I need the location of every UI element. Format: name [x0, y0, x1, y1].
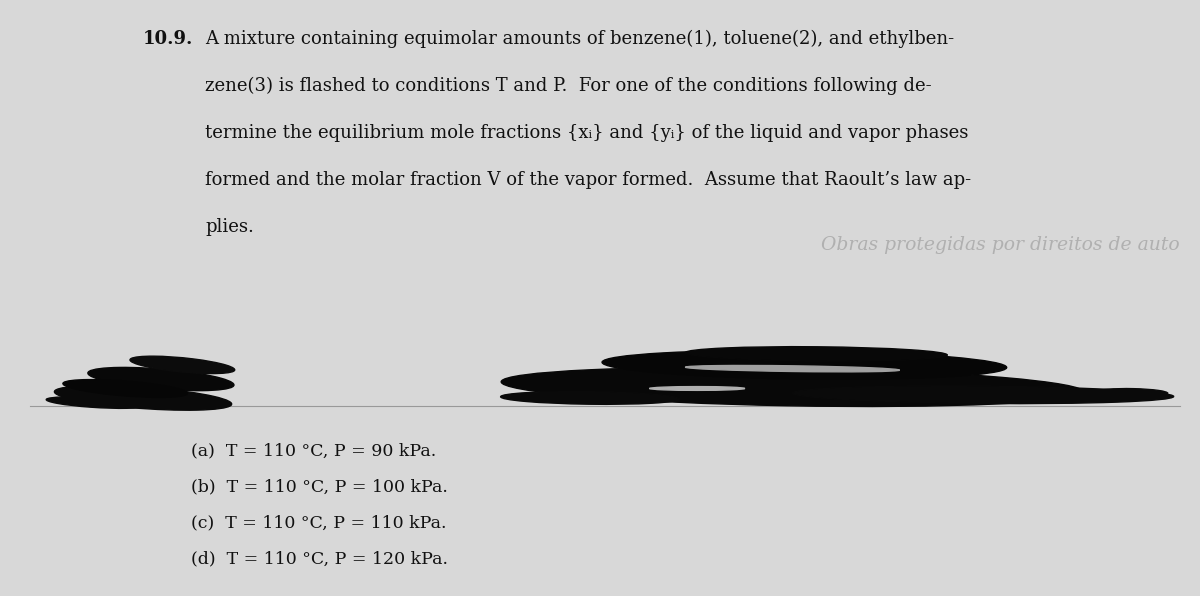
Text: (d)  T = 110 °C, P = 120 kPa.: (d) T = 110 °C, P = 120 kPa. — [191, 551, 448, 567]
Text: termine the equilibrium mole fractions {xᵢ} and {yᵢ} of the liquid and vapor pha: termine the equilibrium mole fractions {… — [205, 124, 968, 142]
Ellipse shape — [500, 392, 679, 404]
Text: (b)  T = 110 °C, P = 100 kPa.: (b) T = 110 °C, P = 100 kPa. — [191, 478, 448, 495]
Text: formed and the molar fraction V of the vapor formed.  Assume that Raoult’s law a: formed and the molar fraction V of the v… — [205, 170, 971, 188]
Text: plies.: plies. — [205, 218, 254, 235]
Ellipse shape — [130, 356, 235, 374]
Text: 10.9.: 10.9. — [143, 30, 193, 48]
Ellipse shape — [602, 350, 1007, 379]
Ellipse shape — [62, 380, 187, 398]
Ellipse shape — [1097, 389, 1168, 396]
Text: A mixture containing equimolar amounts of benzene(1), toluene(2), and ethylben-: A mixture containing equimolar amounts o… — [205, 30, 954, 48]
Text: zene(3) is flashed to conditions T and P.  For one of the conditions following d: zene(3) is flashed to conditions T and P… — [205, 77, 931, 95]
Ellipse shape — [88, 367, 234, 390]
Text: Obras protegidas por direitos de auto: Obras protegidas por direitos de auto — [821, 237, 1180, 254]
Text: (c)  T = 110 °C, P = 110 kPa.: (c) T = 110 °C, P = 110 kPa. — [191, 514, 446, 532]
Ellipse shape — [792, 386, 1174, 403]
Ellipse shape — [54, 386, 232, 410]
Ellipse shape — [685, 347, 947, 361]
Ellipse shape — [502, 367, 1084, 406]
Ellipse shape — [47, 397, 144, 408]
Text: (a)  T = 110 °C, P = 90 kPa.: (a) T = 110 °C, P = 90 kPa. — [191, 442, 436, 459]
Ellipse shape — [685, 365, 900, 372]
Ellipse shape — [649, 387, 745, 390]
